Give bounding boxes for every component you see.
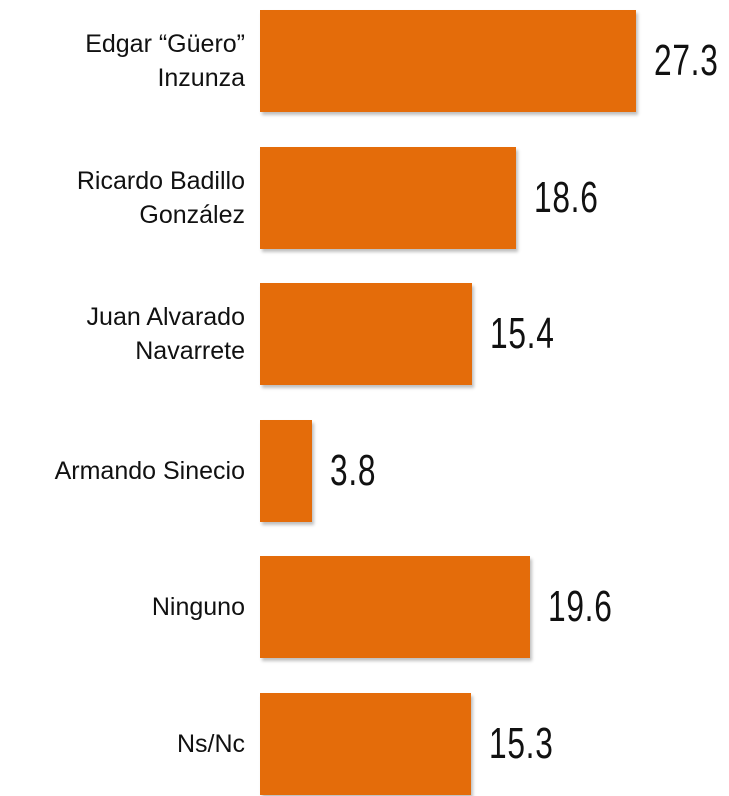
value-label: 19.6: [547, 582, 613, 631]
category-label: Ns/Nc: [176, 729, 245, 758]
value-label: 3.8: [330, 445, 377, 495]
bar: [260, 10, 636, 112]
value-label: 15.3: [488, 718, 554, 768]
category-label: Ninguno: [151, 593, 245, 621]
category-label: Edgar “Güero” Inzunza: [85, 30, 245, 92]
bar: [260, 556, 530, 658]
bar: [260, 692, 471, 795]
value-label: 27.3: [654, 36, 719, 85]
bar: [260, 146, 517, 249]
bar: [260, 419, 313, 522]
category-label: Juan Alvarado Navarrete: [86, 303, 245, 365]
value-label: 18.6: [534, 172, 599, 222]
category-label: Armando Sinecio: [54, 456, 245, 485]
value-label: 15.4: [490, 309, 555, 358]
bar: [260, 283, 473, 385]
category-label: Ricardo Badillo González: [76, 166, 245, 229]
